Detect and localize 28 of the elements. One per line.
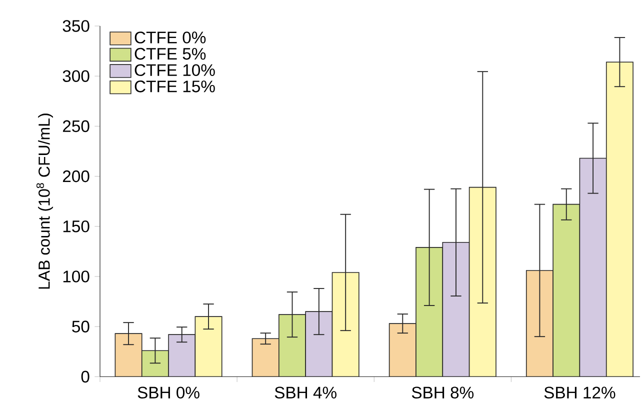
bar xyxy=(579,158,607,377)
bar xyxy=(168,334,196,377)
x-tick-label: SBH 12% xyxy=(544,386,616,399)
bar xyxy=(388,323,416,377)
bar xyxy=(114,333,142,377)
x-tick-label: SBH 8% xyxy=(412,386,474,399)
bar xyxy=(552,204,580,377)
x-tick-label: SBH 0% xyxy=(138,386,200,399)
bar xyxy=(278,314,306,377)
bar xyxy=(305,311,333,377)
y-tick-label: 0 xyxy=(81,370,90,383)
y-tick-label: 150 xyxy=(63,220,90,232)
y-tick-label: 100 xyxy=(63,270,90,282)
y-axis-title: LAB count (10$^{8}$ CFU/mL) xyxy=(36,114,53,289)
bar xyxy=(141,350,169,377)
y-tick-label: 250 xyxy=(62,120,90,132)
bar xyxy=(442,242,470,377)
bar xyxy=(416,247,444,377)
y-tick-label: 350 xyxy=(62,20,90,32)
x-tick-label: SBH 4% xyxy=(274,386,336,399)
y-tick-label: 300 xyxy=(62,70,90,82)
legend-label: CTFE 5% xyxy=(134,48,206,60)
legend-label: CTFE 0% xyxy=(134,32,206,44)
legend-label: CTFE 15% xyxy=(134,80,215,92)
legend-label: CTFE 10% xyxy=(134,64,215,76)
y-tick-label: 50 xyxy=(72,320,90,332)
bar xyxy=(252,338,280,377)
y-tick-label: 200 xyxy=(62,170,90,182)
